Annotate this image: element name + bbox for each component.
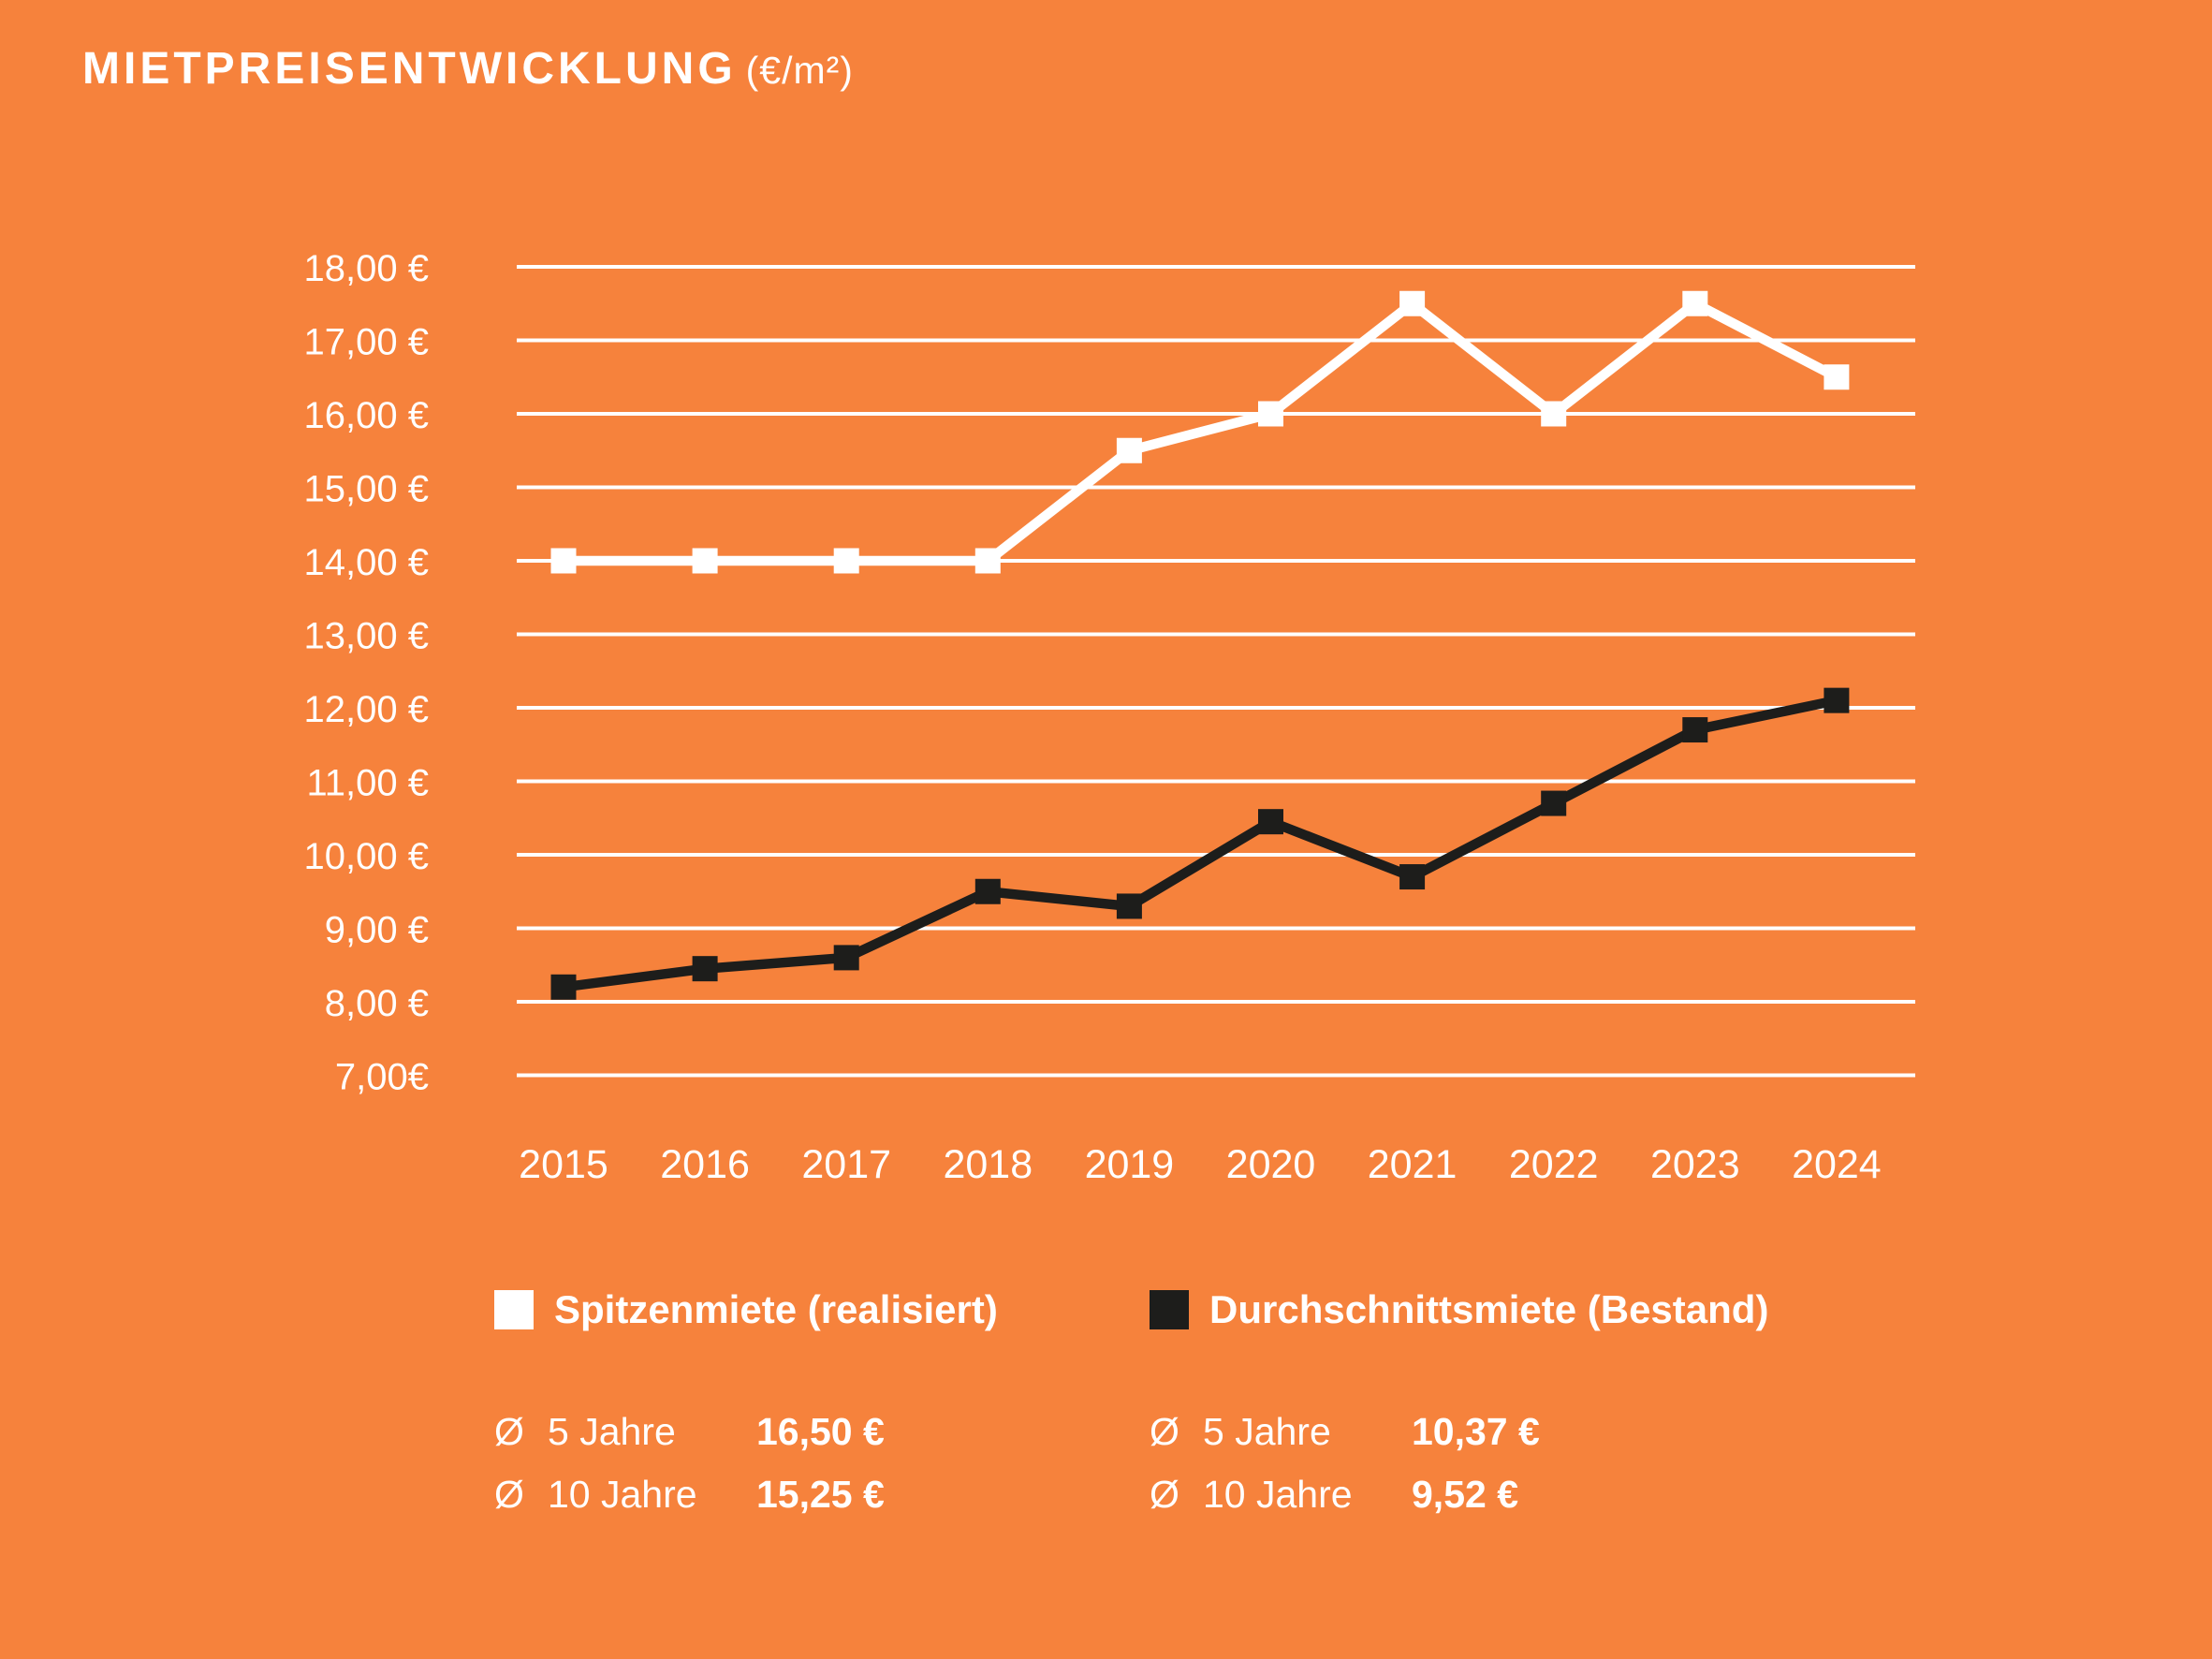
data-point-durchschnittsmiete-2016 bbox=[692, 956, 718, 982]
y-tick-label: 17,00 € bbox=[304, 322, 429, 363]
y-tick-label: 15,00 € bbox=[304, 469, 429, 510]
x-tick-label: 2019 bbox=[1085, 1142, 1175, 1187]
stat-value: 10,37 € bbox=[1412, 1410, 1540, 1453]
data-point-spitzenmiete-2018 bbox=[974, 548, 1001, 574]
y-tick-label: 11,00 € bbox=[307, 763, 430, 804]
y-tick-label: 16,00 € bbox=[304, 395, 429, 436]
legend-label-spitzenmiete: Spitzenmiete (realisiert) bbox=[554, 1287, 998, 1331]
stat-value: 15,25 € bbox=[756, 1473, 885, 1516]
y-tick-label: 9,00 € bbox=[325, 910, 429, 951]
stat-label: 5 Jahre bbox=[1203, 1410, 1331, 1453]
stat-label: 10 Jahre bbox=[1203, 1473, 1353, 1516]
average-symbol: Ø bbox=[1150, 1410, 1179, 1453]
data-point-durchschnittsmiete-2017 bbox=[833, 945, 859, 971]
data-point-durchschnittsmiete-2018 bbox=[974, 878, 1001, 904]
y-tick-label: 13,00 € bbox=[304, 616, 429, 657]
y-tick-label: 14,00 € bbox=[304, 542, 429, 583]
data-point-spitzenmiete-2024 bbox=[1824, 364, 1850, 390]
legend-swatch-durchschnittsmiete-icon bbox=[1150, 1290, 1189, 1329]
legend-label-durchschnittsmiete: Durchschnittsmiete (Bestand) bbox=[1209, 1287, 1769, 1331]
stat-row-10-jahre: Ø 10 Jahre 15,25 € bbox=[494, 1473, 1018, 1535]
legend-item-spitzenmiete: Spitzenmiete (realisiert) bbox=[494, 1287, 998, 1331]
data-point-spitzenmiete-2022 bbox=[1541, 401, 1567, 427]
data-point-spitzenmiete-2016 bbox=[692, 548, 718, 574]
stats-block-durchschnittsmiete: Ø 5 Jahre 10,37 € Ø 10 Jahre 9,52 € bbox=[1150, 1410, 1674, 1535]
stat-value: 9,52 € bbox=[1412, 1473, 1518, 1516]
chart-title: MIETPREISENTWICKLUNG (€/m²) bbox=[82, 43, 854, 95]
data-point-durchschnittsmiete-2023 bbox=[1682, 717, 1708, 743]
data-point-durchschnittsmiete-2021 bbox=[1399, 864, 1426, 890]
stat-label: 5 Jahre bbox=[548, 1410, 676, 1453]
data-point-durchschnittsmiete-2020 bbox=[1258, 809, 1283, 835]
x-tick-label: 2018 bbox=[943, 1142, 1033, 1187]
stat-row-10-jahre: Ø 10 Jahre 9,52 € bbox=[1150, 1473, 1674, 1535]
y-tick-label: 12,00 € bbox=[304, 689, 429, 730]
x-tick-label: 2023 bbox=[1650, 1142, 1740, 1187]
legend-item-durchschnittsmiete: Durchschnittsmiete (Bestand) bbox=[1150, 1287, 1769, 1331]
y-tick-label: 7,00€ bbox=[335, 1057, 429, 1098]
data-point-durchschnittsmiete-2022 bbox=[1541, 790, 1567, 816]
y-tick-label: 8,00 € bbox=[325, 983, 429, 1024]
data-point-durchschnittsmiete-2019 bbox=[1116, 893, 1142, 919]
average-symbol: Ø bbox=[494, 1473, 524, 1516]
x-tick-label: 2015 bbox=[519, 1142, 608, 1187]
data-point-durchschnittsmiete-2015 bbox=[550, 974, 577, 1000]
data-point-spitzenmiete-2017 bbox=[833, 548, 859, 574]
data-point-spitzenmiete-2023 bbox=[1682, 290, 1708, 316]
x-tick-label: 2016 bbox=[660, 1142, 750, 1187]
stat-value: 16,50 € bbox=[756, 1410, 885, 1453]
stats-block-spitzenmiete: Ø 5 Jahre 16,50 € Ø 10 Jahre 15,25 € bbox=[494, 1410, 1018, 1535]
data-point-durchschnittsmiete-2024 bbox=[1824, 687, 1850, 713]
stat-label: 10 Jahre bbox=[548, 1473, 697, 1516]
legend-swatch-spitzenmiete-icon bbox=[494, 1290, 534, 1329]
data-point-spitzenmiete-2015 bbox=[550, 548, 577, 574]
chart-title-unit: (€/m²) bbox=[745, 49, 854, 92]
x-tick-label: 2017 bbox=[801, 1142, 891, 1187]
data-point-spitzenmiete-2019 bbox=[1116, 437, 1142, 463]
x-tick-label: 2020 bbox=[1226, 1142, 1316, 1187]
x-tick-label: 2022 bbox=[1509, 1142, 1599, 1187]
x-tick-label: 2021 bbox=[1368, 1142, 1458, 1187]
data-point-spitzenmiete-2020 bbox=[1258, 401, 1283, 427]
average-symbol: Ø bbox=[494, 1410, 524, 1453]
data-point-spitzenmiete-2021 bbox=[1399, 290, 1426, 316]
x-tick-label: 2024 bbox=[1792, 1142, 1882, 1187]
y-tick-label: 18,00 € bbox=[304, 248, 429, 289]
series-line-spitzenmiete bbox=[564, 297, 1839, 566]
average-symbol: Ø bbox=[1150, 1473, 1179, 1516]
stat-row-5-jahre: Ø 5 Jahre 16,50 € bbox=[494, 1410, 1018, 1473]
stat-row-5-jahre: Ø 5 Jahre 10,37 € bbox=[1150, 1410, 1674, 1473]
series-line-durchschnittsmiete bbox=[563, 696, 1838, 992]
y-tick-label: 10,00 € bbox=[304, 836, 429, 877]
chart-title-text: MIETPREISENTWICKLUNG bbox=[82, 44, 737, 94]
